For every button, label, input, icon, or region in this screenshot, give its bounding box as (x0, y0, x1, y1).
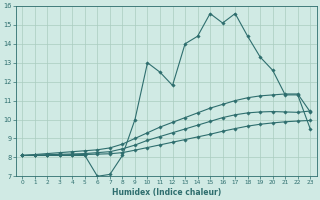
X-axis label: Humidex (Indice chaleur): Humidex (Indice chaleur) (112, 188, 221, 197)
